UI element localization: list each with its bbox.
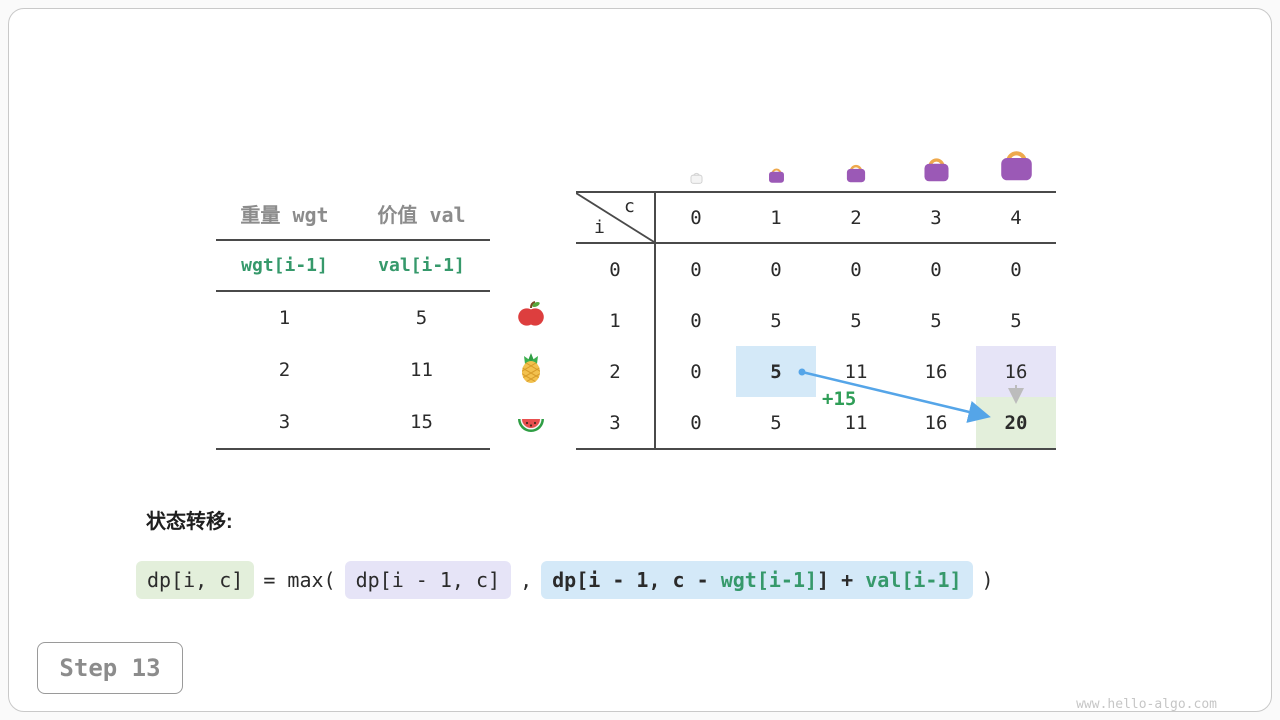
dp-col-header-2: 2	[850, 206, 862, 229]
item-row-1: 1 5	[216, 292, 490, 344]
watermark: www.hello-algo.com	[1076, 697, 1217, 712]
dp-cell-2-3: 16	[924, 360, 948, 383]
items-var-row: wgt[i-1] val[i-1]	[216, 241, 490, 292]
corner-cell: i c	[576, 193, 656, 242]
bag-icon-2	[816, 157, 896, 185]
dp-cell-2-0: 0	[690, 360, 702, 383]
bag-icons-row	[656, 131, 1056, 185]
item-2-weight: 2	[278, 359, 291, 381]
dp-cell-2-4-compare-highlight: 16	[976, 346, 1056, 397]
dp-cell-3-0: 0	[690, 411, 702, 434]
dp-cell-1-0: 0	[690, 309, 702, 332]
formula-arg2-part-3: ] +	[817, 568, 866, 592]
state-transition-label: 状态转移:	[146, 511, 233, 533]
dp-row-label-2: 2	[576, 346, 656, 397]
dp-row-2: 2 0 5 11 16 16	[576, 346, 1056, 397]
items-table: 重量 wgt 价值 val wgt[i-1] val[i-1] 1 5 2 11…	[216, 187, 490, 450]
dp-row-label-1: 1	[576, 295, 656, 346]
formula-arg2: dp[i - 1, c - wgt[i-1]] + val[i-1]	[541, 561, 973, 599]
item-1-value: 5	[415, 307, 428, 329]
dp-cell-3-4-target-highlight: 20	[976, 397, 1056, 448]
dp-cell-1-2: 5	[850, 309, 862, 332]
formula-row: dp[i, c] = max( dp[i - 1, c] , dp[i - 1,…	[136, 561, 994, 599]
bag-icon-4	[976, 138, 1056, 185]
dp-row-3: 3 0 5 11 16 20	[576, 397, 1056, 448]
formula-operator: = max(	[263, 568, 336, 592]
dp-cell-0-0: 0	[690, 258, 702, 281]
formula-arg1: dp[i - 1, c]	[344, 561, 512, 599]
dp-cell-1-4: 5	[1010, 309, 1022, 332]
col-var-label: c	[624, 196, 635, 217]
formula-arg2-wgt: wgt[i-1]	[720, 568, 818, 592]
slide-card: 重量 wgt 价值 val wgt[i-1] val[i-1] 1 5 2 11…	[8, 8, 1272, 712]
items-header-weight: 重量 wgt	[240, 202, 329, 227]
formula-lhs: dp[i, c]	[136, 561, 255, 599]
formula-close-paren: )	[981, 568, 994, 592]
item-row-2: 2 11	[216, 344, 490, 396]
item-row-3: 3 15	[216, 396, 490, 448]
formula-comma: ,	[520, 568, 533, 592]
val-var-label: val[i-1]	[378, 255, 465, 276]
item-2-value: 11	[410, 359, 433, 381]
dp-col-header-3: 3	[930, 206, 942, 229]
apple-icon	[515, 298, 547, 330]
dp-cell-1-3: 5	[930, 309, 942, 332]
dp-cell-1-1: 5	[770, 309, 782, 332]
dp-row-label-3: 3	[576, 397, 656, 448]
formula-arg2-part-1: dp[i - 1, c -	[552, 568, 721, 592]
dp-col-header-1: 1	[770, 206, 782, 229]
item-3-value: 15	[410, 411, 433, 433]
dp-table: i c 0 1 2 3 4 0 0 0 0 0 0 1 0 5	[576, 131, 1056, 451]
dp-header-row: i c 0 1 2 3 4	[576, 191, 1056, 244]
dp-row-label-0: 0	[576, 244, 656, 295]
formula-arg2-val: val[i-1]	[865, 568, 962, 592]
items-header-value: 价值 val	[377, 202, 466, 227]
dp-col-header-4: 4	[1010, 206, 1022, 229]
row-var-label: i	[594, 217, 605, 238]
bag-icon-1	[736, 162, 816, 185]
dp-cell-0-1: 0	[770, 258, 782, 281]
dp-row-1: 1 0 5 5 5 5	[576, 295, 1056, 346]
dp-cell-0-3: 0	[930, 258, 942, 281]
dp-col-header-0: 0	[690, 206, 702, 229]
dp-cell-3-1: 5	[770, 411, 782, 434]
dp-cell-2-1-source-highlight: 5	[736, 346, 816, 397]
item-1-weight: 1	[278, 307, 291, 329]
step-badge: Step 13	[37, 642, 183, 694]
dp-row-0: 0 0 0 0 0 0	[576, 244, 1056, 295]
pineapple-icon	[515, 352, 547, 384]
watermelon-icon	[515, 406, 547, 438]
plus-value-annotation: +15	[822, 388, 857, 410]
bag-ghost-icon	[656, 168, 736, 185]
wgt-var-label: wgt[i-1]	[241, 255, 328, 276]
dp-grid: i c 0 1 2 3 4 0 0 0 0 0 0 1 0 5	[576, 191, 1056, 450]
dp-cell-0-2: 0	[850, 258, 862, 281]
dp-cell-0-4: 0	[1010, 258, 1022, 281]
items-header-row: 重量 wgt 价值 val	[216, 187, 490, 241]
dp-cell-3-3: 16	[924, 411, 948, 434]
item-3-weight: 3	[278, 411, 291, 433]
bag-icon-3	[896, 148, 976, 185]
